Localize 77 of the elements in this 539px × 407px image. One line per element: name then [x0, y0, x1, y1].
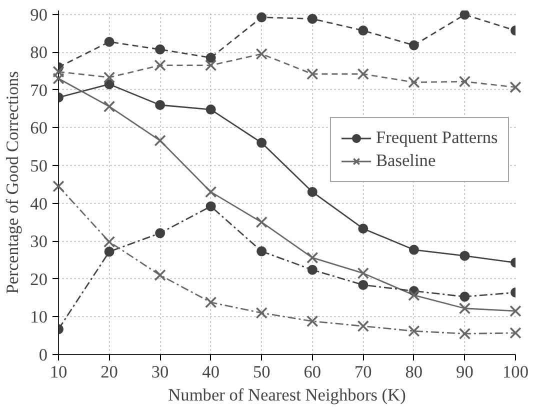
y-tick-label: 60 [30, 118, 48, 138]
point [52, 180, 64, 192]
point [408, 76, 420, 88]
legend-label: Frequent Patterns [376, 128, 498, 148]
x-tick-label: 90 [456, 362, 474, 382]
point [154, 59, 166, 72]
y-tick-label: 90 [30, 5, 48, 24]
point [206, 52, 216, 63]
x-axis-title: Number of Nearest Neighbors (K) [168, 386, 406, 404]
x-tick-label: 80 [405, 362, 423, 382]
point [155, 100, 166, 110]
x-tick-label: 30 [151, 362, 169, 382]
point [408, 325, 420, 337]
point [458, 302, 471, 314]
y-tick-label: 0 [38, 346, 48, 364]
point [358, 280, 368, 290]
point [103, 100, 116, 112]
point [256, 12, 267, 22]
point [256, 138, 267, 148]
point [510, 305, 522, 317]
point [206, 104, 216, 115]
point [306, 68, 318, 80]
x-tick-label: 40 [202, 362, 220, 382]
point [204, 296, 217, 308]
point [408, 244, 419, 255]
y-axis-title: Percentage of Good Corrections [3, 70, 22, 294]
x-tick-label: 60 [304, 362, 322, 382]
point [358, 224, 368, 234]
point [104, 79, 114, 90]
point [155, 228, 166, 238]
point [206, 201, 216, 212]
point [510, 81, 522, 94]
y-tick-label: 30 [30, 232, 48, 252]
point [510, 327, 522, 339]
x-tick-label: 100 [502, 362, 529, 382]
point [103, 72, 116, 84]
point [306, 252, 318, 264]
point [408, 289, 420, 301]
x-tick-label: 70 [354, 362, 372, 382]
y-tick-label: 80 [30, 43, 48, 62]
point [204, 186, 217, 198]
point [306, 315, 318, 328]
point [154, 269, 166, 281]
y-tick-label: 10 [30, 308, 48, 327]
point [460, 250, 470, 261]
point [458, 328, 471, 340]
point [307, 14, 318, 24]
point [256, 216, 268, 228]
point [104, 246, 114, 257]
point [460, 292, 470, 302]
x-tick-label: 20 [100, 362, 118, 382]
point [204, 59, 217, 72]
y-tick-label: 40 [30, 194, 48, 214]
point [460, 10, 470, 20]
y-tick-label: 20 [30, 270, 48, 289]
y-tick-label: 70 [30, 80, 48, 100]
point [103, 236, 116, 248]
point [307, 186, 318, 197]
point [307, 264, 318, 275]
point [154, 134, 166, 146]
legend-label: Baseline [376, 151, 436, 171]
point [358, 26, 368, 36]
point [408, 40, 419, 50]
point [256, 246, 267, 256]
point [155, 44, 166, 54]
point [104, 36, 114, 47]
point [357, 267, 370, 280]
point [52, 72, 64, 84]
point [458, 76, 471, 88]
point [256, 48, 268, 60]
point [52, 66, 64, 78]
point [357, 320, 370, 332]
point [256, 307, 268, 319]
x-tick-label: 10 [50, 362, 68, 382]
y-tick-label: 50 [30, 156, 48, 176]
point [357, 68, 370, 80]
x-tick-label: 50 [252, 362, 270, 382]
